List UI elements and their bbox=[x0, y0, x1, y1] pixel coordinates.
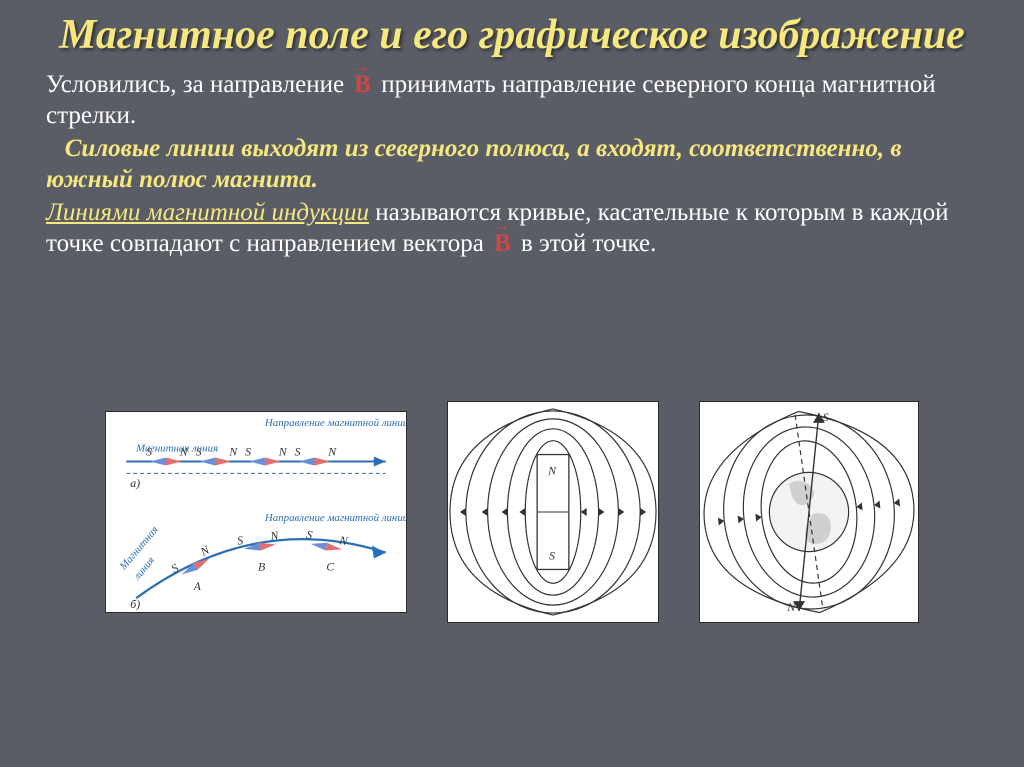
fig1-pt-c: C bbox=[326, 559, 335, 573]
svg-text:S: S bbox=[169, 561, 181, 576]
figures-row: Направление магнитной линии SN SN SN SN … bbox=[46, 275, 978, 749]
p2-emphasis: Силовые линии выходят из северного полюс… bbox=[46, 135, 902, 193]
vector-b-2: B bbox=[490, 228, 515, 259]
slide-title: Магнитное поле и его графическое изображ… bbox=[46, 12, 978, 59]
p1-pre: Условились, за направление bbox=[46, 71, 350, 98]
fig1-pt-b: B bbox=[258, 559, 265, 573]
svg-text:S: S bbox=[295, 445, 301, 459]
fig1-pt-a: A bbox=[193, 579, 202, 593]
p3-underline: Линиями магнитной индукции bbox=[46, 199, 369, 226]
fig1-top-caption: Направление магнитной линии bbox=[264, 417, 406, 429]
svg-text:N: N bbox=[327, 445, 337, 459]
svg-text:S: S bbox=[245, 445, 251, 459]
svg-text:S: S bbox=[236, 533, 244, 548]
fig1-mid-label: Магнитная линия bbox=[135, 443, 218, 455]
fig1-bot-caption: Направление магнитной линии в точке В bbox=[264, 512, 406, 524]
svg-text:N: N bbox=[337, 533, 349, 549]
svg-text:N: N bbox=[269, 528, 281, 543]
figure-compass-lines: Направление магнитной линии SN SN SN SN … bbox=[105, 411, 407, 613]
fig2-n: N bbox=[547, 463, 557, 477]
paragraph-3: Линиями магнитной индукции называются кр… bbox=[46, 197, 978, 259]
figure-bar-magnet: N S bbox=[447, 401, 659, 623]
paragraph-2: Силовые линии выходят из северного полюс… bbox=[46, 133, 978, 195]
slide-body: Условились, за направление B принимать н… bbox=[46, 69, 978, 261]
vector-b-1: B bbox=[350, 69, 375, 100]
p3-b: в этой точке. bbox=[521, 230, 656, 257]
fig1-a-label: а) bbox=[130, 476, 140, 490]
fig1-b-label: б) bbox=[130, 597, 140, 611]
paragraph-1: Условились, за направление B принимать н… bbox=[46, 69, 978, 131]
fig2-s: S bbox=[549, 549, 555, 563]
figure-earth-field: S N bbox=[699, 401, 919, 623]
svg-text:N: N bbox=[228, 445, 238, 459]
svg-text:N: N bbox=[278, 445, 288, 459]
